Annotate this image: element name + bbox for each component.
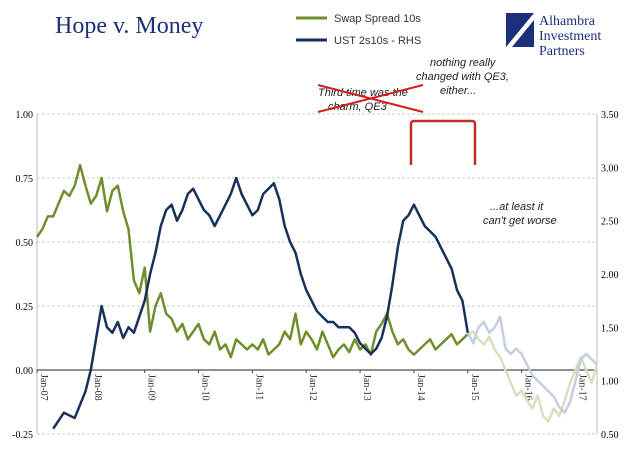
logo-line-1: Alhambra bbox=[539, 14, 596, 29]
y-left-tick-3: 0.50 bbox=[16, 238, 34, 249]
annotation-struck: Third time was the charm, QE3 bbox=[317, 84, 424, 113]
annotation-qe3: nothing really changed with QE3, either... bbox=[409, 57, 509, 165]
x-tick-2: Jan-09 bbox=[144, 370, 157, 401]
y-left-tick-2: 0.25 bbox=[16, 302, 34, 313]
y-right-tick-2: 1.50 bbox=[601, 323, 619, 334]
x-tick-3: Jan-10 bbox=[198, 370, 211, 401]
gridlines bbox=[37, 113, 597, 435]
annotation-qe3-text: nothing really changed with QE3, either... bbox=[416, 57, 509, 97]
annotation-qe3-line-3: either... bbox=[440, 85, 476, 97]
x-tick-label-1: Jan-08 bbox=[92, 374, 103, 401]
logo-line-3: Partners bbox=[539, 44, 585, 59]
series-1-faded-line bbox=[466, 315, 598, 414]
x-tick-9: Jan-16 bbox=[521, 370, 534, 401]
y-left-tick-5: 1.00 bbox=[16, 110, 34, 121]
x-tick-0: Jan-07 bbox=[36, 370, 49, 401]
y-left-tick-4: 0.75 bbox=[16, 174, 34, 185]
x-tick-label-6: Jan-13 bbox=[361, 374, 372, 401]
x-tick-6: Jan-13 bbox=[359, 370, 372, 401]
annotation-qe3-line-1: nothing really bbox=[430, 57, 497, 69]
y-axis-right: 0.50 1.00 1.50 2.00 2.50 3.00 3.50 bbox=[601, 110, 619, 441]
x-axis: Jan-07 Jan-08 Jan-09 Jan-10 Jan-11 Jan-12 Jan-… bbox=[36, 370, 587, 401]
legend-label-ust: UST 2s10s - RHS bbox=[334, 35, 421, 47]
y-right-tick-6: 3.50 bbox=[601, 110, 619, 121]
y-right-tick-5: 3.00 bbox=[601, 163, 619, 174]
company-logo: Alhambra Investment Partners bbox=[506, 13, 601, 59]
x-tick-label-10: Jan-17 bbox=[576, 374, 587, 401]
x-tick-1: Jan-08 bbox=[90, 370, 103, 401]
annotation-worse: ...at least it can't get worse bbox=[483, 201, 557, 227]
y-right-tick-3: 2.00 bbox=[601, 270, 619, 281]
y-left-tick-0: -0.25 bbox=[12, 430, 33, 441]
series-1-line bbox=[52, 176, 470, 430]
annotation-qe3-line-2: changed with QE3, bbox=[416, 71, 509, 83]
annotation-struck-line-2: charm, QE3 bbox=[328, 101, 388, 113]
x-tick-label-4: Jan-11 bbox=[253, 374, 264, 400]
x-tick-label-7: Jan-14 bbox=[415, 374, 426, 401]
x-tick-8: Jan-15 bbox=[467, 370, 480, 401]
logo-swoosh-icon bbox=[506, 13, 534, 47]
x-tick-label-5: Jan-12 bbox=[307, 374, 318, 401]
series-0-faded-line bbox=[467, 330, 599, 423]
x-tick-label-0: Jan-07 bbox=[38, 374, 49, 401]
x-tick-label-8: Jan-15 bbox=[469, 374, 480, 401]
x-tick-7: Jan-14 bbox=[413, 370, 426, 401]
logo-line-2: Investment bbox=[539, 29, 601, 44]
chart-title: Hope v. Money bbox=[55, 13, 203, 39]
x-tick-label-2: Jan-09 bbox=[146, 374, 157, 401]
x-tick-label-3: Jan-10 bbox=[200, 374, 211, 401]
y-left-tick-1: 0.00 bbox=[16, 366, 34, 377]
y-right-tick-1: 1.00 bbox=[601, 377, 619, 388]
x-tick-label-9: Jan-16 bbox=[523, 374, 534, 401]
y-right-tick-0: 0.50 bbox=[601, 430, 619, 441]
series-0-line bbox=[35, 163, 469, 359]
strike-line-2 bbox=[317, 84, 424, 113]
x-tick-5: Jan-12 bbox=[305, 370, 318, 401]
series-lines bbox=[35, 163, 599, 430]
y-axis-left: -0.25 0.00 0.25 0.50 0.75 1.00 bbox=[12, 110, 33, 441]
y-right-tick-4: 2.50 bbox=[601, 217, 619, 228]
x-tick-4: Jan-11 bbox=[251, 370, 264, 400]
annotation-worse-text: ...at least it can't get worse bbox=[483, 201, 557, 227]
legend-label-swap: Swap Spread 10s bbox=[334, 13, 421, 25]
qe3-bracket bbox=[409, 119, 477, 165]
legend: Swap Spread 10s UST 2s10s - RHS bbox=[296, 13, 421, 47]
plot-area: -0.25 0.00 0.25 0.50 0.75 1.00 0.50 1.00 1.50 2.… bbox=[12, 110, 618, 441]
annotation-worse-line-2: can't get worse bbox=[483, 215, 557, 227]
annotation-worse-line-1: ...at least it bbox=[490, 201, 544, 213]
